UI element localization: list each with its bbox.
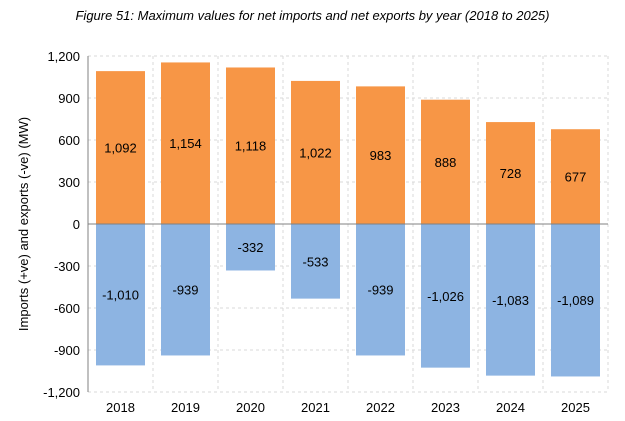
import-bar [291,80,340,224]
import-bar [421,99,470,224]
data-label: 1,154 [169,136,202,151]
x-tick-label: 2018 [106,400,135,415]
export-bar [356,224,405,356]
import-bar [226,67,275,224]
data-label: -533 [302,254,328,269]
data-label: 1,022 [299,145,332,160]
data-label: -332 [237,240,263,255]
y-tick-label: 600 [58,133,80,148]
data-label: -1,026 [427,289,464,304]
y-tick-label: -900 [54,343,80,358]
export-bar [226,224,275,271]
y-tick-label: 0 [73,217,80,232]
data-label: -1,089 [557,293,594,308]
import-bar [486,122,535,224]
data-label: 677 [565,170,587,185]
export-bar [291,224,340,299]
data-label: -1,010 [102,288,139,303]
data-label: 1,092 [104,141,137,156]
import-bar [161,62,210,224]
export-bar [486,224,535,376]
x-tick-label: 2019 [171,400,200,415]
x-tick-label: 2020 [236,400,265,415]
y-tick-label: -1,200 [43,385,80,400]
data-label: -939 [367,283,393,298]
data-label: 728 [500,166,522,181]
x-tick-label: 2022 [366,400,395,415]
export-bar [421,224,470,368]
data-label: -1,083 [492,293,529,308]
x-tick-label: 2023 [431,400,460,415]
y-tick-label: 900 [58,91,80,106]
import-bar [551,129,600,224]
y-tick-label: 1,200 [47,49,80,64]
data-label: 1,118 [235,139,267,154]
import-bar [96,71,145,225]
x-tick-label: 2024 [496,400,525,415]
x-tick-label: 2021 [301,400,330,415]
export-bar [96,224,145,366]
y-tick-label: -600 [54,301,80,316]
y-tick-label: 300 [58,175,80,190]
export-bar [161,224,210,356]
export-bar [551,224,600,377]
chart-title: Figure 51: Maximum values for net import… [75,8,550,23]
import-bar [356,86,405,224]
data-label: 983 [370,148,392,163]
x-tick-label: 2025 [561,400,590,415]
y-axis-label: Imports (+ve) and exports (-ve) (MW) [16,117,31,331]
data-label: 888 [435,155,457,170]
y-tick-label: -300 [54,259,80,274]
data-label: -939 [172,283,198,298]
